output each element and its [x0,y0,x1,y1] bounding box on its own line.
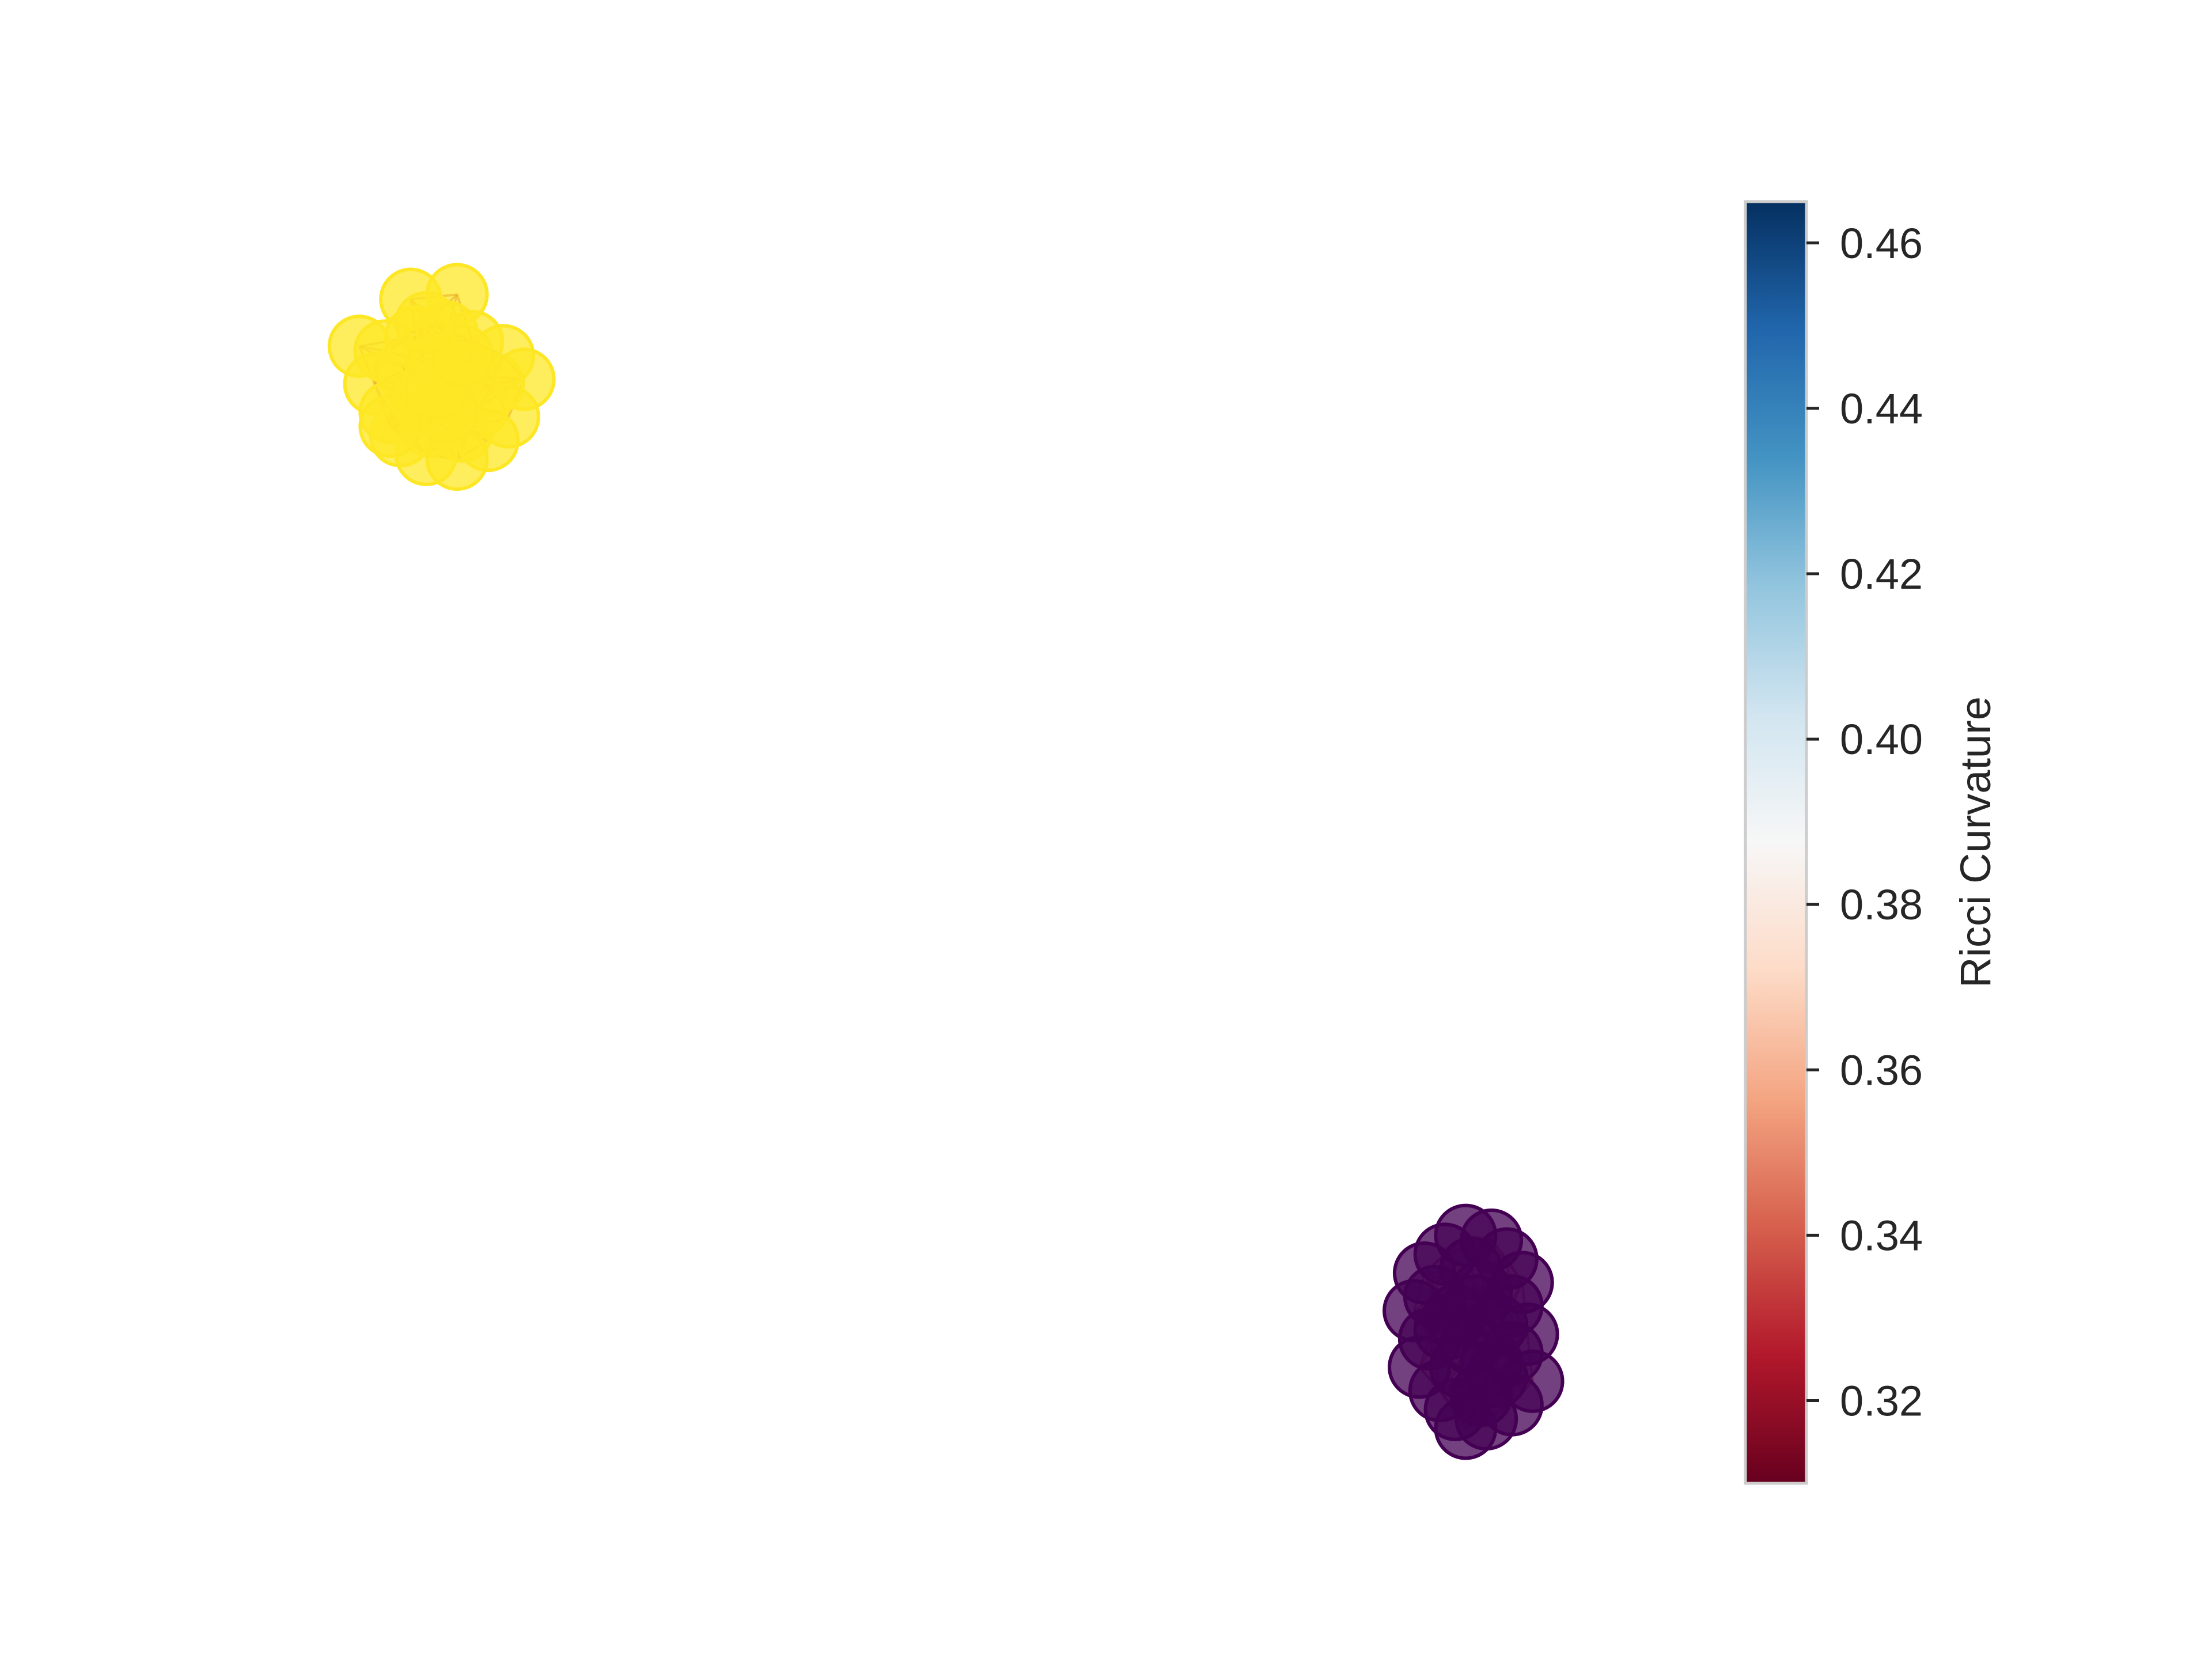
colorbar-tick-label: 0.32 [1840,1377,1923,1425]
points-layer [327,263,1565,1460]
node-point-purple [1434,1396,1498,1460]
colorbar-tick-label: 0.44 [1840,385,1923,433]
plot-area [327,263,1565,1460]
colorbar-ticks: 0.32 0.34 0.36 0.38 0.40 0.42 0.44 0.46 [1806,219,1923,1425]
colorbar-tick-label: 0.40 [1840,715,1923,763]
colorbar: 0.32 0.34 0.36 0.38 0.40 0.42 0.44 0.46 Ricci C… [1744,200,1999,1485]
node-point-yellow [394,291,458,355]
colorbar-tick-label: 0.38 [1840,881,1923,929]
node-point-yellow [358,395,422,458]
node-point-purple [1460,1331,1524,1395]
colorbar-tick-label: 0.34 [1840,1211,1923,1259]
node-point-purple [1413,1298,1477,1361]
colorbar-label: Ricci Curvature [1952,696,1999,988]
colorbar-tick-label: 0.46 [1840,219,1923,267]
colorbar-tick-label: 0.36 [1840,1046,1923,1094]
colorbar-gradient [1744,200,1808,1485]
colorbar-tick-label: 0.42 [1840,550,1923,598]
